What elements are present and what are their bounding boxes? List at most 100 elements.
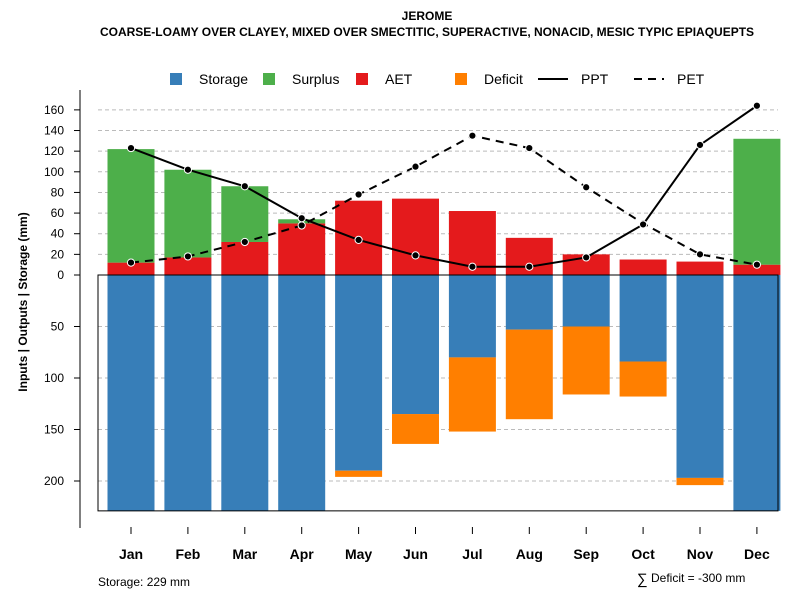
y-tick-label: 120 <box>44 144 64 158</box>
ppt-point <box>297 214 306 223</box>
bars <box>107 138 781 511</box>
storage-bar <box>562 275 610 327</box>
y-tick-label: 80 <box>51 185 65 199</box>
month-label: Oct <box>631 546 655 562</box>
storage-bar <box>448 275 496 358</box>
y-tick-label: 20 <box>51 247 65 261</box>
y-tick-label: 60 <box>51 206 65 220</box>
storage-bar <box>505 275 553 330</box>
surplus-bar <box>107 149 155 263</box>
deficit-bar <box>392 414 439 444</box>
y-tick-label: 50 <box>51 320 65 334</box>
deficit-bar <box>676 477 724 486</box>
ppt-line <box>130 104 758 268</box>
legend-label-aet: AET <box>385 71 413 87</box>
pet-point <box>582 183 591 192</box>
y-tick-label: 100 <box>44 371 64 385</box>
pet-point <box>468 131 477 140</box>
pet-point <box>525 143 534 153</box>
month-label: Apr <box>290 546 315 562</box>
month-label: Nov <box>687 546 714 562</box>
legend-swatch-storage <box>170 73 182 85</box>
pet-point <box>411 162 420 171</box>
legend-swatch-deficit <box>455 73 467 85</box>
pet-point <box>354 190 363 199</box>
aet-bar <box>619 259 667 275</box>
lines <box>126 101 762 271</box>
legend-label-pet: PET <box>677 71 705 87</box>
aet-bar <box>107 262 155 275</box>
pet-point <box>752 260 762 269</box>
ppt-point <box>582 253 591 262</box>
month-label: Jun <box>403 546 428 562</box>
storage-bar <box>335 275 383 471</box>
legend-swatch-surplus <box>263 73 275 85</box>
pet-point <box>695 250 705 259</box>
deficit-note: Deficit = -300 mm <box>651 571 745 585</box>
month-label: Jan <box>119 546 143 562</box>
storage-bar <box>676 275 724 478</box>
storage-bar <box>221 275 269 511</box>
deficit-sum-symbol: ∑ <box>637 571 648 588</box>
y-tick-label: 140 <box>44 124 64 138</box>
deficit-bar <box>562 326 610 395</box>
legend-swatch-aet <box>356 73 368 85</box>
storage-bar <box>392 275 439 415</box>
chart-subtitle: COARSE-LOAMY OVER CLAYEY, MIXED OVER SME… <box>100 25 754 39</box>
deficit-bar <box>505 329 553 420</box>
legend-label-ppt: PPT <box>581 71 609 87</box>
deficit-bar <box>619 361 667 397</box>
pet-point <box>126 258 136 267</box>
month-label: May <box>345 546 372 562</box>
ppt-point <box>468 262 477 271</box>
pet-point <box>297 221 306 230</box>
month-label: Jul <box>462 546 482 562</box>
aet-bar <box>392 198 439 275</box>
storage-bar <box>278 275 326 511</box>
ppt-point <box>240 182 249 191</box>
aet-bar <box>733 264 781 275</box>
deficit-bar <box>448 357 496 432</box>
month-label: Feb <box>175 546 200 562</box>
month-label: Dec <box>744 546 770 562</box>
ppt-point <box>752 101 762 110</box>
ppt-point <box>695 140 705 150</box>
aet-bar <box>164 257 212 275</box>
aet-bar <box>221 241 269 275</box>
y-axis-title: Inputs | Outputs | Storage (mm) <box>16 212 30 391</box>
axes: 0 20 40 60 80 100 120 140 160 50 100 150 200 Jan Feb Ma… <box>44 90 779 562</box>
deficit-bar <box>335 470 383 477</box>
y-tick-label: 160 <box>44 103 64 117</box>
month-label: Aug <box>516 546 543 562</box>
ppt-point <box>354 235 363 245</box>
ppt-point <box>639 220 648 229</box>
ppt-point <box>525 262 534 271</box>
month-label: Mar <box>232 546 257 562</box>
ppt-point <box>126 143 136 153</box>
legend-label-deficit: Deficit <box>484 71 523 87</box>
surplus-bar <box>733 138 781 265</box>
ppt-point <box>411 251 420 260</box>
legend-label-surplus: Surplus <box>292 71 339 87</box>
y-tick-label: 150 <box>44 423 64 437</box>
aet-bar <box>676 261 724 275</box>
y-tick-label: 40 <box>51 227 65 241</box>
aet-bar <box>278 223 326 275</box>
ppt-point <box>183 165 192 174</box>
y-tick-label: 200 <box>44 474 64 488</box>
y-tick-label: 100 <box>44 165 64 179</box>
legend: Storage Surplus AET Deficit PPT PET <box>170 71 705 87</box>
storage-bar <box>107 275 155 511</box>
pet-point <box>240 237 249 247</box>
storage-frame <box>97 274 779 512</box>
surplus-bar <box>164 169 212 258</box>
y-tick-label: 0 <box>57 268 64 282</box>
chart-title: JEROME <box>402 9 453 23</box>
month-label: Sep <box>573 546 599 562</box>
storage-note: Storage: 229 mm <box>98 575 190 589</box>
legend-label-storage: Storage <box>199 71 248 87</box>
storage-bar <box>164 275 212 511</box>
pet-point <box>183 252 192 261</box>
storage-bar <box>733 275 781 511</box>
